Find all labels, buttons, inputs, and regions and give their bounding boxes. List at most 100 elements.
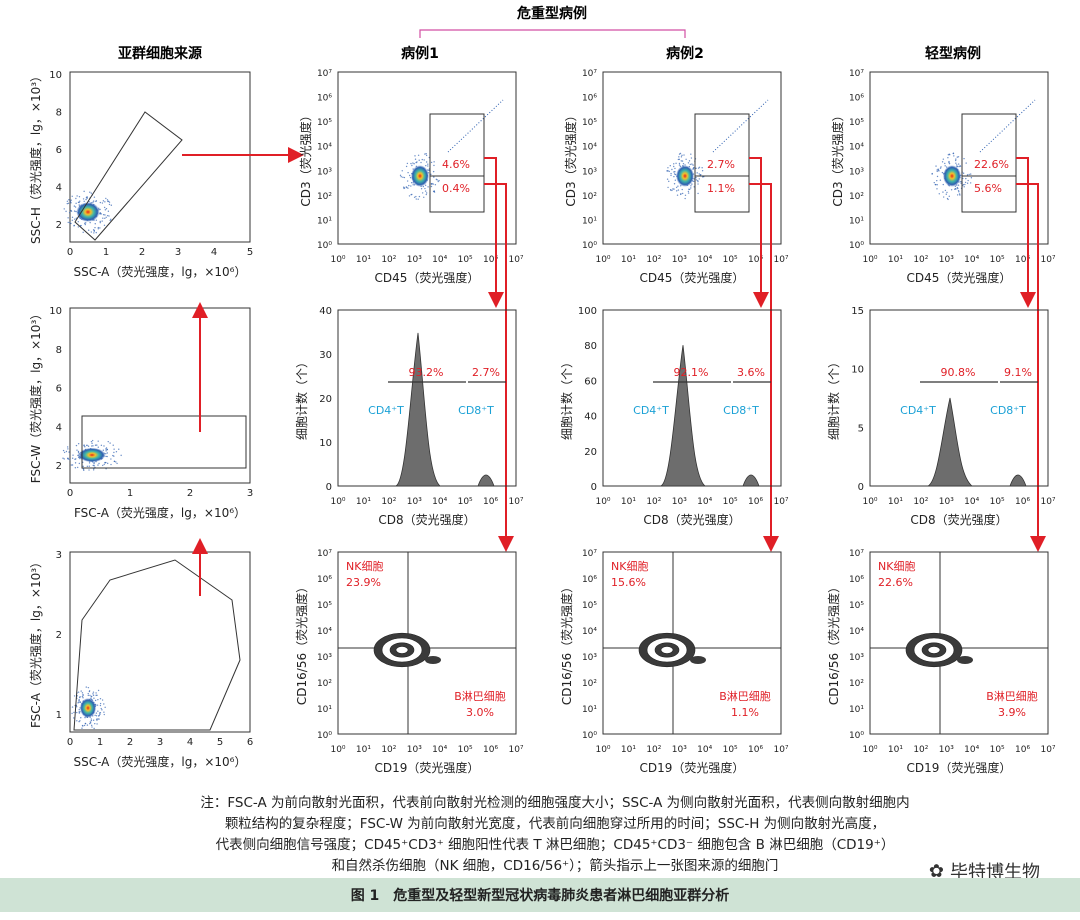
case1-row2-xtick: 10⁶ — [483, 497, 498, 507]
case3-b-pct: 3.9% — [998, 706, 1026, 719]
case2-row1-ytick: 10¹ — [582, 216, 597, 226]
case2-row3-b-contour — [690, 656, 706, 664]
case3-row1-events — [934, 183, 937, 186]
source-p3-events — [79, 696, 81, 699]
case1-row1-events — [407, 187, 409, 189]
case3-nk-pct: 22.6% — [878, 576, 913, 589]
case1-row3-b-contour — [425, 656, 441, 664]
case1-b-pct: 3.0% — [466, 706, 494, 719]
case3-row1-events — [958, 193, 961, 195]
source-p3-events — [86, 724, 89, 726]
case2-row1-events — [701, 170, 704, 172]
case3-cd4-pct: 90.8% — [941, 366, 976, 379]
case2-row1-events — [696, 172, 698, 174]
source-p1-xtick: 4 — [211, 247, 217, 258]
source-p3-events — [87, 692, 89, 695]
source-p1-events — [68, 199, 70, 201]
case3-row3-xtick: 10⁶ — [1015, 745, 1030, 755]
source-p1-events — [83, 200, 85, 203]
source-p2-events — [88, 469, 90, 471]
source-p1-events — [83, 190, 85, 193]
source-p1-events — [71, 219, 74, 221]
case3-row1-events — [942, 158, 945, 160]
case3-row1-events — [954, 159, 957, 162]
case1-row1-events — [400, 175, 402, 178]
case3-row2-xtick: 10⁶ — [1015, 497, 1030, 507]
source-p2-events — [106, 455, 108, 458]
case3-row1-xtick: 10⁵ — [990, 255, 1005, 265]
source-p1-events — [99, 220, 101, 223]
case1-row2-xtick: 10² — [381, 497, 396, 507]
case2-row1-events — [692, 180, 695, 183]
source-p2-xtick: 0 — [67, 488, 73, 499]
case3-row1-events — [963, 157, 965, 160]
source-p1-events — [75, 202, 77, 205]
case3-row1-events — [964, 183, 966, 186]
case2-row3-ytick: 10¹ — [582, 705, 597, 715]
source-p1-events — [65, 210, 67, 213]
case3-row1-events — [944, 162, 946, 165]
source-p1-events — [82, 198, 85, 200]
case3-row1-events — [948, 160, 950, 163]
case1-row1-events — [433, 190, 435, 193]
source-p1-events — [82, 231, 84, 234]
case1-cd8-label: CD8⁺T — [458, 404, 494, 417]
source-p2-events — [110, 458, 112, 460]
note-line-2: 颗粒结构的复杂程度；FSC-W 为前向散射光宽度，代表前向细胞穿过所用的时间；S… — [224, 816, 886, 832]
source-p1-events — [76, 195, 78, 197]
case1-title: 病例1 — [401, 45, 439, 62]
source-p3-events — [80, 690, 82, 692]
case1-row3-ytick: 10⁵ — [317, 601, 332, 611]
case3-row3-ytick: 10⁰ — [849, 731, 864, 741]
case3-row1-events — [954, 188, 957, 190]
case3-arrow-to-row2 — [1016, 157, 1036, 308]
case3-row1-events — [935, 165, 937, 167]
source-p1-events-core — [76, 202, 100, 222]
case3-row1-xtick: 10⁰ — [862, 255, 877, 265]
case1-row3-xtick: 10³ — [407, 745, 422, 755]
source-p1-events — [89, 221, 91, 224]
source-p3-events — [81, 727, 83, 729]
source-p2-events — [113, 460, 116, 463]
case2-row1-ytick: 10⁴ — [582, 143, 597, 153]
case2-row1-events — [684, 194, 687, 196]
source-p3-events — [94, 699, 97, 702]
source-p1-events — [66, 202, 68, 205]
source-p1-events — [101, 202, 104, 204]
source-p2-events — [62, 449, 65, 452]
case2-row1-events — [695, 179, 698, 181]
source-p2-events — [106, 448, 109, 451]
case3-row3-xtick: 10¹ — [888, 745, 903, 755]
case2-row1-events — [690, 185, 692, 187]
case1-row3-ytick: 10⁰ — [317, 731, 332, 741]
case2-row1-events — [692, 166, 695, 169]
source-p1-events — [107, 210, 110, 212]
case2-row2-ytick: 80 — [584, 341, 597, 352]
case2-row3-ytick: 10⁴ — [582, 627, 597, 637]
case2-row1-events — [670, 189, 672, 191]
case2-row1-gate — [694, 113, 750, 213]
case2-row2-xtick: 10⁴ — [697, 497, 712, 507]
source-p1-events — [86, 196, 88, 199]
case3-row1-events — [959, 194, 961, 196]
case2-row1-xtick: 10⁵ — [723, 255, 738, 265]
source-p2-events — [86, 465, 89, 468]
case2-row2-ytick: 20 — [584, 447, 597, 458]
source-p1-events — [73, 225, 75, 227]
watermark-text: 毕特博生物 — [950, 862, 1040, 883]
source-p2-events — [91, 439, 94, 442]
case2-row2-cd8-peak — [742, 474, 760, 487]
case3-row1-events — [966, 182, 969, 184]
case3-row1-events — [948, 162, 951, 165]
case1-row1-events — [413, 163, 415, 165]
case2-row3-ytick: 10⁷ — [582, 549, 597, 559]
source-p1-events — [104, 209, 107, 211]
source-p1-events — [103, 206, 106, 209]
source-p3-events — [95, 718, 98, 720]
source-p3-events — [101, 699, 104, 701]
case2-row3-xtick: 10⁰ — [595, 745, 610, 755]
case1-row1-events — [415, 195, 417, 198]
source-p3-events — [90, 718, 93, 720]
case3-row1-events — [942, 183, 944, 186]
source-p3-events — [77, 691, 80, 693]
